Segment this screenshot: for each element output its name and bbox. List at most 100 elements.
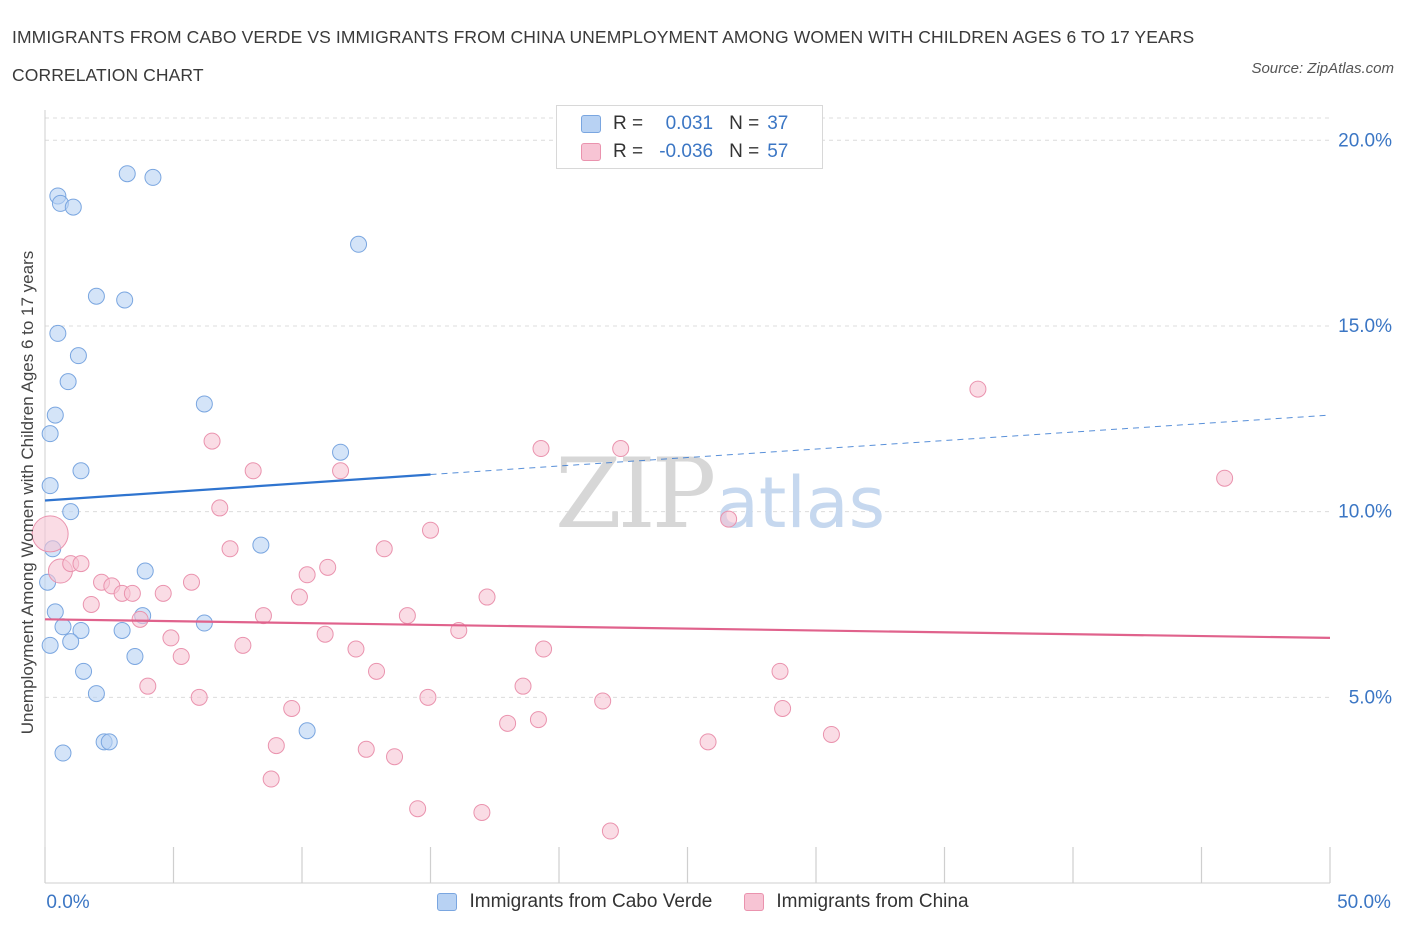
source-label: Source: ZipAtlas.com — [1251, 60, 1394, 77]
point-cabo-verde — [144, 168, 162, 186]
point-china — [969, 380, 987, 398]
point-china — [319, 558, 337, 576]
point-china — [298, 566, 316, 584]
point-cabo-verde — [41, 636, 59, 654]
point-cabo-verde — [87, 685, 105, 703]
point-china — [422, 521, 439, 539]
axis-layer — [44, 110, 1331, 884]
point-cabo-verde — [46, 603, 64, 621]
point-cabo-verde — [298, 722, 316, 740]
point-china — [316, 625, 334, 643]
point-china — [154, 584, 172, 602]
point-china — [774, 699, 792, 717]
y-tick-label: 10.0% — [1338, 502, 1392, 523]
point-china — [31, 515, 69, 553]
point-china — [594, 692, 612, 710]
y-axis-label: Unemployment Among Women with Children A… — [18, 251, 37, 735]
point-cabo-verde — [113, 621, 131, 639]
watermark-atlas: atlas — [716, 462, 885, 544]
point-cabo-verde — [62, 503, 80, 521]
point-china — [473, 803, 491, 821]
point-cabo-verde — [87, 287, 105, 305]
legend-n-value: 57 — [767, 141, 789, 162]
y-tick-label: 5.0% — [1349, 687, 1392, 708]
point-cabo-verde — [64, 198, 82, 216]
legend-item-cabo-verde[interactable]: Immigrants from Cabo Verde — [437, 891, 712, 913]
legend-swatch-blue — [437, 893, 458, 911]
point-china — [375, 540, 393, 558]
point-china — [720, 510, 738, 528]
point-china — [419, 688, 437, 706]
legend-r-value: 0.031 — [665, 113, 714, 134]
legend-swatch-blue — [581, 115, 601, 133]
point-china — [172, 647, 190, 665]
point-china — [612, 440, 630, 458]
point-cabo-verde — [46, 406, 64, 424]
point-cabo-verde — [41, 425, 59, 443]
grid-layer — [45, 117, 1330, 698]
legend-n-value: 37 — [767, 113, 789, 134]
point-china — [771, 662, 789, 680]
legend-n-label: N = — [729, 141, 760, 162]
trend-layer — [44, 414, 1331, 640]
point-china — [398, 607, 416, 625]
point-china — [822, 725, 840, 743]
point-cabo-verde — [252, 536, 270, 554]
chart-title: IMMIGRANTS FROM CABO VERDE VS IMMIGRANTS… — [12, 27, 1195, 85]
trend-line-cabo-verde — [44, 473, 431, 502]
point-china — [699, 733, 717, 751]
point-china — [203, 432, 221, 450]
legend-item-china[interactable]: Immigrants from China — [744, 891, 969, 913]
y-tick-label: 20.0% — [1338, 130, 1392, 151]
legend-swatch-pink — [581, 143, 601, 161]
series-legend: Immigrants from Cabo Verde Immigrants fr… — [0, 888, 1406, 916]
point-cabo-verde — [126, 647, 144, 665]
point-cabo-verde — [116, 291, 134, 309]
point-china — [347, 640, 365, 658]
point-cabo-verde — [332, 443, 350, 461]
x-tick-label: 0.0% — [46, 892, 89, 913]
legend-r-label: R = — [613, 113, 644, 134]
point-cabo-verde — [54, 618, 72, 636]
point-china — [529, 711, 547, 729]
watermark-zip: ZIP — [555, 438, 714, 550]
point-china — [244, 462, 262, 480]
legend-row-china: R = -0.036 N = 57 — [581, 139, 788, 165]
legend-row-cabo-verde: R = 0.031 N = 37 — [581, 111, 788, 137]
points-layer — [31, 165, 1234, 840]
point-china — [1216, 469, 1234, 487]
point-china — [267, 737, 285, 755]
point-cabo-verde — [75, 662, 93, 680]
point-china — [514, 677, 532, 695]
point-cabo-verde — [118, 165, 136, 183]
point-china — [499, 714, 517, 732]
point-cabo-verde — [59, 373, 77, 391]
point-cabo-verde — [72, 462, 90, 480]
legend-n-label: N = — [729, 113, 760, 134]
point-cabo-verde — [62, 633, 80, 651]
point-china — [532, 440, 550, 458]
point-china — [478, 588, 496, 606]
point-china — [601, 822, 619, 840]
point-china — [409, 800, 427, 818]
point-cabo-verde — [49, 324, 67, 342]
point-cabo-verde — [195, 614, 213, 632]
point-cabo-verde — [195, 395, 213, 413]
trend-line-china — [44, 618, 1331, 640]
point-china — [535, 640, 553, 658]
point-china — [357, 740, 375, 758]
point-china — [162, 629, 180, 647]
point-china — [234, 636, 252, 654]
y-tick-label: 15.0% — [1338, 316, 1392, 337]
legend-r-label: R = — [613, 141, 644, 162]
stats-legend: R = 0.031 N = 37 R = -0.036 N = 57 — [556, 105, 823, 169]
labels-layer: 5.0% 10.0% 15.0% 20.0% 0.0% 50.0% Unemployment… — [18, 130, 1392, 913]
point-china — [290, 588, 308, 606]
point-china — [182, 573, 200, 591]
legend-label-cabo-verde: Immigrants from Cabo Verde — [469, 891, 713, 912]
point-china — [221, 540, 239, 558]
legend-swatch-pink — [744, 893, 765, 911]
point-china — [131, 610, 149, 628]
watermark: ZIP atlas — [555, 438, 885, 550]
